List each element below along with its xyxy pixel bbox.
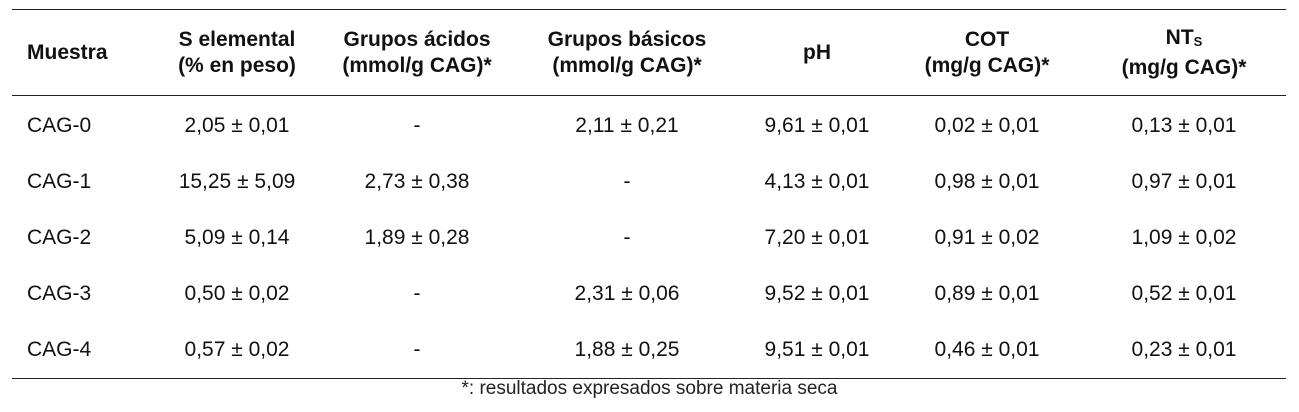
cell-s-elemental: 0,50 ± 0,02 [184,282,290,305]
cell-grupos-basicos: 1,88 ± 0,25 [574,338,680,361]
header-unit: (mmol/g CAG)* [552,53,702,77]
table-footnote: *: resultados expresados sobre materia s… [461,378,838,399]
cell-s-elemental: 2,05 ± 0,01 [184,114,290,137]
table-body: CAG-0 2,05 ± 0,01 - 2,11 ± 0,21 9,61 ± 0… [12,96,1286,379]
cell-s-elemental: 5,09 ± 0,14 [184,226,290,249]
header-ph: pH [742,10,892,96]
table-row: CAG-1 15,25 ± 5,09 2,73 ± 0,38 - 4,13 ± … [12,154,1286,210]
cell-nts: 0,52 ± 0,01 [1131,282,1237,305]
cell-grupos-basicos: 2,31 ± 0,06 [574,282,680,305]
cell-grupos-acidos: - [413,114,421,137]
header-row: Muestra S elemental (% en peso) Grupos á… [12,10,1286,96]
cell-grupos-acidos: - [413,282,421,305]
table-row: CAG-4 0,57 ± 0,02 - 1,88 ± 0,25 9,51 ± 0… [12,322,1286,379]
cell-muestra: CAG-2 [27,226,92,249]
cell-nts: 1,09 ± 0,02 [1131,226,1237,249]
header-grupos-basicos: Grupos básicos (mmol/g CAG)* [512,10,742,96]
cell-muestra: CAG-3 [27,282,92,305]
table-row: CAG-0 2,05 ± 0,01 - 2,11 ± 0,21 9,61 ± 0… [12,96,1286,155]
table-row: CAG-3 0,50 ± 0,02 - 2,31 ± 0,06 9,52 ± 0… [12,266,1286,322]
cell-ph: 9,52 ± 0,01 [764,282,870,305]
header-unit: (mg/g CAG)* [924,53,1050,77]
header-label: Grupos ácidos [343,27,491,51]
header-unit: (mg/g CAG)* [1121,55,1247,79]
cell-grupos-acidos: 1,89 ± 0,28 [364,226,470,249]
cell-cot: 0,89 ± 0,01 [934,282,1040,305]
header-unit: (mmol/g CAG)* [342,53,492,77]
header-nts: NTS (mg/g CAG)* [1082,10,1286,96]
cell-s-elemental: 0,57 ± 0,02 [184,338,290,361]
header-label: Grupos básicos [547,27,707,51]
cell-cot: 0,02 ± 0,01 [934,114,1040,137]
cell-cot: 0,46 ± 0,01 [934,338,1040,361]
header-muestra: Muestra [12,10,152,96]
header-label: NT [1165,25,1194,49]
header-grupos-acidos: Grupos ácidos (mmol/g CAG)* [322,10,512,96]
table-row: CAG-2 5,09 ± 0,14 1,89 ± 0,28 - 7,20 ± 0… [12,210,1286,266]
data-table-container: Muestra S elemental (% en peso) Grupos á… [12,9,1286,379]
header-label: Muestra [27,40,108,64]
results-table: Muestra S elemental (% en peso) Grupos á… [12,9,1286,379]
cell-ph: 9,61 ± 0,01 [764,114,870,137]
cell-cot: 0,91 ± 0,02 [934,226,1040,249]
cell-muestra: CAG-0 [27,114,92,137]
cell-nts: 0,97 ± 0,01 [1131,170,1237,193]
cell-muestra: CAG-1 [27,170,92,193]
header-subscript: S [1193,33,1203,49]
header-label: pH [803,40,831,64]
cell-ph: 4,13 ± 0,01 [764,170,870,193]
cell-ph: 9,51 ± 0,01 [764,338,870,361]
header-s-elemental: S elemental (% en peso) [152,10,322,96]
cell-grupos-acidos: - [413,338,421,361]
header-cot: COT (mg/g CAG)* [892,10,1082,96]
cell-ph: 7,20 ± 0,01 [764,226,870,249]
table-header: Muestra S elemental (% en peso) Grupos á… [12,9,1286,96]
cell-s-elemental: 15,25 ± 5,09 [178,170,296,193]
cell-grupos-basicos: - [623,170,631,193]
cell-muestra: CAG-4 [27,338,92,361]
header-label: COT [964,27,1010,51]
cell-cot: 0,98 ± 0,01 [934,170,1040,193]
cell-nts: 0,13 ± 0,01 [1131,114,1237,137]
cell-grupos-acidos: 2,73 ± 0,38 [364,170,470,193]
cell-grupos-basicos: 2,11 ± 0,21 [575,114,679,137]
header-label: S elemental [178,27,296,51]
cell-nts: 0,23 ± 0,01 [1131,338,1237,361]
cell-grupos-basicos: - [623,226,631,249]
header-unit: (% en peso) [178,53,296,77]
